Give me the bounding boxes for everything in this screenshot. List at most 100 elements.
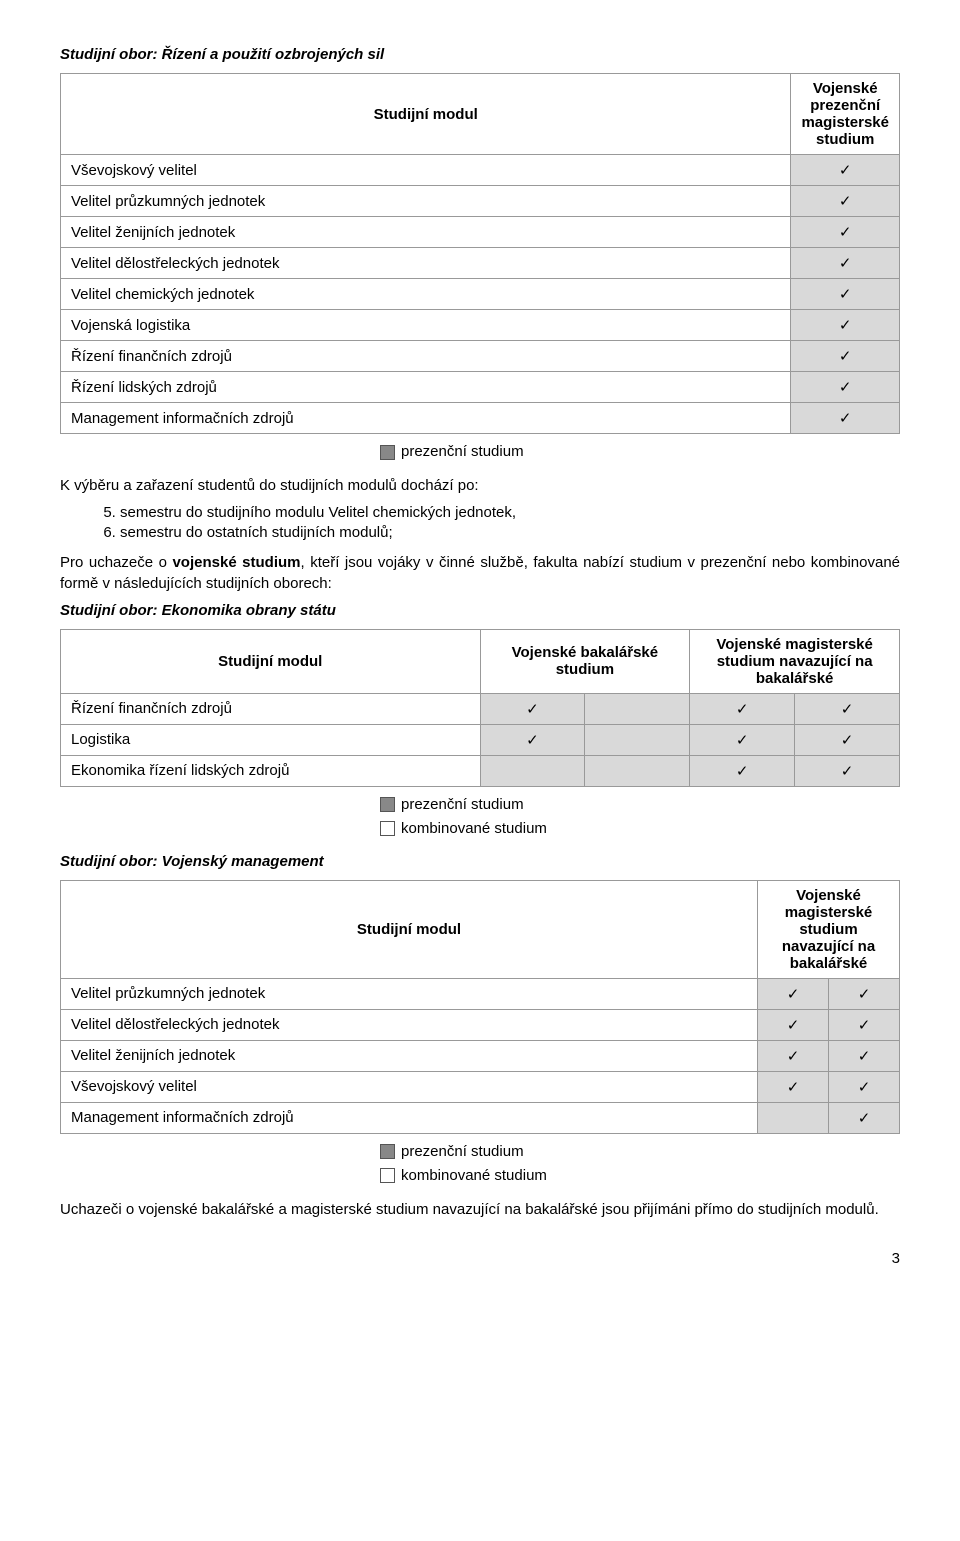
row-label: Velitel dělostřeleckých jednotek xyxy=(61,1009,758,1040)
check-cell: ✓ xyxy=(791,217,900,248)
table-row: Ekonomika řízení lidských zdrojů✓✓ xyxy=(61,755,900,786)
check-cell: ✓ xyxy=(791,279,900,310)
table-row: Řízení finančních zdrojů ✓ ✓ ✓ xyxy=(61,693,900,724)
check-cell: ✓ xyxy=(791,372,900,403)
check-cell xyxy=(585,724,690,755)
check-cell: ✓ xyxy=(829,1071,900,1102)
check-cell: ✓ xyxy=(795,724,900,755)
table-row: Logistika✓✓✓ xyxy=(61,724,900,755)
check-icon: ✓ xyxy=(858,1079,871,1096)
list-item: semestru do ostatních studijních modulů; xyxy=(120,524,900,541)
row-label: Vševojskový velitel xyxy=(61,1071,758,1102)
para2: Pro uchazeče o vojenské studium, kteří j… xyxy=(60,553,900,594)
check-icon: ✓ xyxy=(839,193,852,210)
check-icon: ✓ xyxy=(736,763,749,780)
legend-box-filled-icon xyxy=(380,797,395,812)
check-icon: ✓ xyxy=(841,701,854,718)
table3: Studijní modul Vojenské magisterské stud… xyxy=(60,880,900,1134)
check-cell: ✓ xyxy=(690,724,795,755)
check-cell: ✓ xyxy=(829,1102,900,1133)
check-cell: ✓ xyxy=(480,724,585,755)
table-row: Velitel ženijních jednotek ✓ ✓ xyxy=(61,1040,900,1071)
row-label: Velitel průzkumných jednotek xyxy=(61,186,791,217)
row-label: Vševojskový velitel xyxy=(61,155,791,186)
check-icon: ✓ xyxy=(858,1110,871,1127)
table-row: Velitel chemických jednotek✓ xyxy=(61,279,900,310)
check-icon: ✓ xyxy=(858,1048,871,1065)
legend-box-empty-icon xyxy=(380,1168,395,1183)
check-icon: ✓ xyxy=(787,1048,800,1065)
check-icon: ✓ xyxy=(526,701,539,718)
check-cell xyxy=(585,755,690,786)
check-cell: ✓ xyxy=(690,693,795,724)
check-cell: ✓ xyxy=(829,1040,900,1071)
check-cell: ✓ xyxy=(791,248,900,279)
check-icon: ✓ xyxy=(787,1017,800,1034)
check-cell: ✓ xyxy=(795,693,900,724)
row-label: Řízení finančních zdrojů xyxy=(61,693,481,724)
table2: Studijní modul Vojenské bakalářské studi… xyxy=(60,629,900,787)
table-row: Velitel dělostřeleckých jednotek✓ xyxy=(61,248,900,279)
table-row: Management informačních zdrojů✓ xyxy=(61,1102,900,1133)
check-cell: ✓ xyxy=(690,755,795,786)
table-row: Velitel průzkumných jednotek ✓ xyxy=(61,186,900,217)
check-icon: ✓ xyxy=(736,701,749,718)
table1-header-col: Vojenské prezenční magisterské studium xyxy=(791,74,900,155)
legend2-item1: kombinované studium xyxy=(401,817,547,841)
check-icon: ✓ xyxy=(858,1017,871,1034)
table-row: Management informačních zdrojů✓ xyxy=(61,403,900,434)
check-icon: ✓ xyxy=(736,732,749,749)
note1: K výběru a zařazení studentů do studijní… xyxy=(60,476,900,496)
check-icon: ✓ xyxy=(787,986,800,1003)
check-cell: ✓ xyxy=(758,1009,829,1040)
check-cell: ✓ xyxy=(791,341,900,372)
legend3-item0: prezenční studium xyxy=(401,1140,524,1164)
check-cell: ✓ xyxy=(791,310,900,341)
legend2: prezenční studium kombinované studium xyxy=(60,793,900,841)
check-icon: ✓ xyxy=(787,1079,800,1096)
row-label: Velitel chemických jednotek xyxy=(61,279,791,310)
check-cell: ✓ xyxy=(795,755,900,786)
legend-box-filled-icon xyxy=(380,1144,395,1159)
row-label: Řízení lidských zdrojů xyxy=(61,372,791,403)
table-row: Vojenská logistika✓ xyxy=(61,310,900,341)
table-row: Vševojskový velitel ✓ xyxy=(61,155,900,186)
table2-header-col1: Vojenské bakalářské studium xyxy=(480,629,690,693)
table-row: Velitel ženijních jednotek✓ xyxy=(61,217,900,248)
check-icon: ✓ xyxy=(526,732,539,749)
check-icon: ✓ xyxy=(839,317,852,334)
table1-header-module: Studijní modul xyxy=(61,74,791,155)
check-cell: ✓ xyxy=(758,978,829,1009)
legend-box-empty-icon xyxy=(380,821,395,836)
para3: Uchazeči o vojenské bakalářské a magiste… xyxy=(60,1200,900,1220)
row-label: Management informačních zdrojů xyxy=(61,403,791,434)
check-icon: ✓ xyxy=(858,986,871,1003)
check-cell xyxy=(585,693,690,724)
row-label: Velitel ženijních jednotek xyxy=(61,1040,758,1071)
legend3-item1: kombinované studium xyxy=(401,1164,547,1188)
table2-header-module: Studijní modul xyxy=(61,629,481,693)
row-label: Řízení finančních zdrojů xyxy=(61,341,791,372)
check-icon: ✓ xyxy=(841,763,854,780)
check-icon: ✓ xyxy=(839,379,852,396)
check-icon: ✓ xyxy=(839,162,852,179)
legend2-item0: prezenční studium xyxy=(401,793,524,817)
bold-text: vojenské studium xyxy=(172,554,300,571)
table-row: Velitel dělostřeleckých jednotek ✓ ✓ xyxy=(61,1009,900,1040)
table2-header-col2: Vojenské magisterské studium navazující … xyxy=(690,629,900,693)
table1: Studijní modul Vojenské prezenční magist… xyxy=(60,73,900,434)
check-icon: ✓ xyxy=(841,732,854,749)
table3-header-col: Vojenské magisterské studium navazující … xyxy=(758,880,900,978)
ordered-list: semestru do studijního modulu Velitel ch… xyxy=(60,504,900,541)
check-icon: ✓ xyxy=(839,224,852,241)
row-label: Velitel průzkumných jednotek xyxy=(61,978,758,1009)
table-row: Vševojskový velitel ✓ ✓ xyxy=(61,1071,900,1102)
legend1: prezenční studium xyxy=(60,440,900,464)
list-item: semestru do studijního modulu Velitel ch… xyxy=(120,504,900,521)
check-cell: ✓ xyxy=(791,403,900,434)
check-cell: ✓ xyxy=(758,1040,829,1071)
table-row: Řízení lidských zdrojů ✓ xyxy=(61,372,900,403)
check-cell: ✓ xyxy=(791,186,900,217)
section1-title: Studijní obor: Řízení a použití ozbrojen… xyxy=(60,46,900,63)
table-row: Velitel průzkumných jednotek ✓ ✓ xyxy=(61,978,900,1009)
